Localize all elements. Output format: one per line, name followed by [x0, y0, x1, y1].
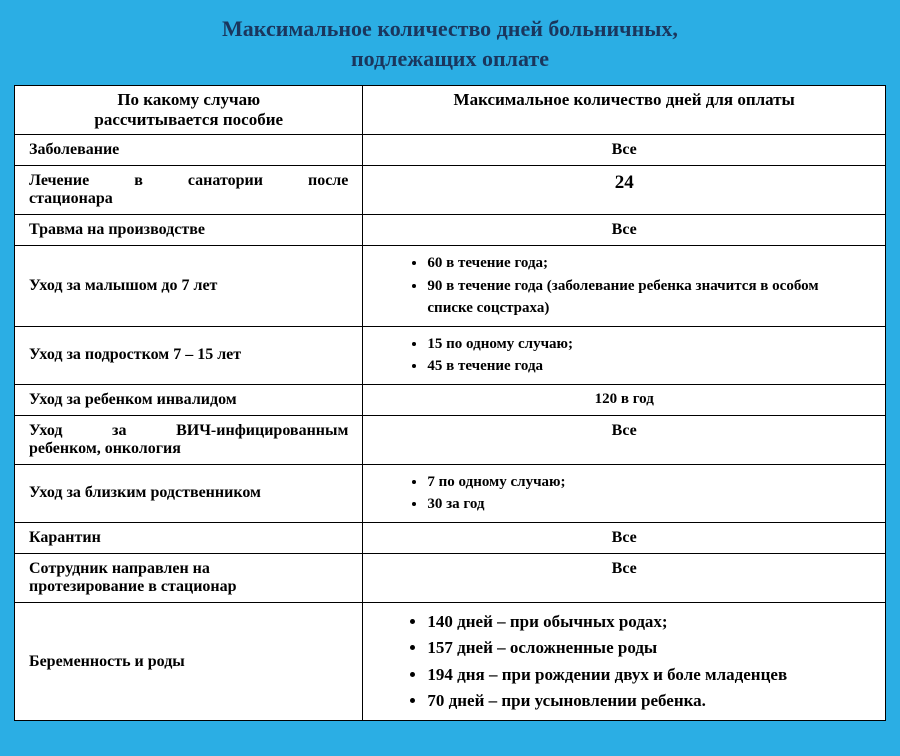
row-10-line-1: Сотрудник направлен на: [29, 560, 210, 577]
table-row: Карантин Все: [15, 522, 886, 553]
list-item: 60 в течение года;: [427, 252, 861, 275]
row-2-days: 24: [363, 166, 886, 215]
row-7-line-2: ребенком, онкология: [29, 440, 181, 457]
list-item: 157 дней – осложненные роды: [427, 635, 861, 661]
list-item: 140 дней – при обычных родах;: [427, 609, 861, 635]
row-11-days: 140 дней – при обычных родах; 157 дней –…: [363, 602, 886, 720]
row-4-list: 60 в течение года; 90 в течение года (за…: [427, 252, 871, 320]
row-3-case: Травма на производстве: [15, 215, 363, 246]
row-6-case: Уход за ребенком инвалидом: [15, 384, 363, 415]
list-item: 15 по одному случаю;: [427, 333, 861, 356]
list-item: 90 в течение года (заболевание ребенка з…: [427, 275, 861, 320]
row-10-case: Сотрудник направлен на протезирование в …: [15, 553, 363, 602]
table-row: Беременность и роды 140 дней – при обычн…: [15, 602, 886, 720]
list-item: 70 дней – при усыновлении ребенка.: [427, 688, 861, 714]
row-10-line-2: протезирование в стационар: [29, 578, 237, 595]
sick-days-table: По какому случаю рассчитывается пособие …: [14, 85, 886, 721]
row-11-case: Беременность и роды: [15, 602, 363, 720]
table-row: Уход за ребенком инвалидом 120 в год: [15, 384, 886, 415]
list-item: 30 за год: [427, 493, 861, 516]
row-11-list: 140 дней – при обычных родах; 157 дней –…: [427, 609, 871, 714]
header-col-1-line-2: рассчитывается пособие: [94, 110, 283, 129]
list-item: 45 в течение года: [427, 355, 861, 378]
table-row: Заболевание Все: [15, 135, 886, 166]
row-7-line-1: Уход за ВИЧ-инфицированным: [29, 422, 348, 440]
list-item: 7 по одному случаю;: [427, 471, 861, 494]
header-col-1: По какому случаю рассчитывается пособие: [15, 86, 363, 135]
row-2-line-1: Лечение в санатории после: [29, 172, 348, 190]
row-8-list: 7 по одному случаю; 30 за год: [427, 471, 871, 516]
row-8-case: Уход за близким родственником: [15, 464, 363, 522]
row-8-days: 7 по одному случаю; 30 за год: [363, 464, 886, 522]
table-row: Уход за близким родственником 7 по одном…: [15, 464, 886, 522]
row-6-days: 120 в год: [363, 384, 886, 415]
row-2-line-2: стационара: [29, 190, 113, 207]
row-4-case: Уход за малышом до 7 лет: [15, 246, 363, 327]
title-line-1: Максимальное количество дней больничных,: [222, 16, 678, 41]
row-5-case: Уход за подростком 7 – 15 лет: [15, 326, 363, 384]
header-col-2: Максимальное количество дней для оплаты: [363, 86, 886, 135]
row-5-days: 15 по одному случаю; 45 в течение года: [363, 326, 886, 384]
row-3-days: Все: [363, 215, 886, 246]
row-7-case: Уход за ВИЧ-инфицированным ребенком, онк…: [15, 415, 363, 464]
row-10-days: Все: [363, 553, 886, 602]
list-item: 194 дня – при рождении двух и боле младе…: [427, 662, 861, 688]
table-row: Травма на производстве Все: [15, 215, 886, 246]
row-9-case: Карантин: [15, 522, 363, 553]
header-col-1-line-1: По какому случаю: [117, 90, 260, 109]
title-line-2: подлежащих оплате: [351, 46, 549, 71]
row-1-days: Все: [363, 135, 886, 166]
row-5-list: 15 по одному случаю; 45 в течение года: [427, 333, 871, 378]
row-9-days: Все: [363, 522, 886, 553]
page-title: Максимальное количество дней больничных,…: [14, 10, 886, 73]
table-row: Уход за подростком 7 – 15 лет 15 по одно…: [15, 326, 886, 384]
table-row: Лечение в санатории после стационара 24: [15, 166, 886, 215]
row-1-case: Заболевание: [15, 135, 363, 166]
table-row: Уход за ВИЧ-инфицированным ребенком, онк…: [15, 415, 886, 464]
table-row: Сотрудник направлен на протезирование в …: [15, 553, 886, 602]
row-7-days: Все: [363, 415, 886, 464]
row-4-days: 60 в течение года; 90 в течение года (за…: [363, 246, 886, 327]
table-row: Уход за малышом до 7 лет 60 в течение го…: [15, 246, 886, 327]
row-2-case: Лечение в санатории после стационара: [15, 166, 363, 215]
